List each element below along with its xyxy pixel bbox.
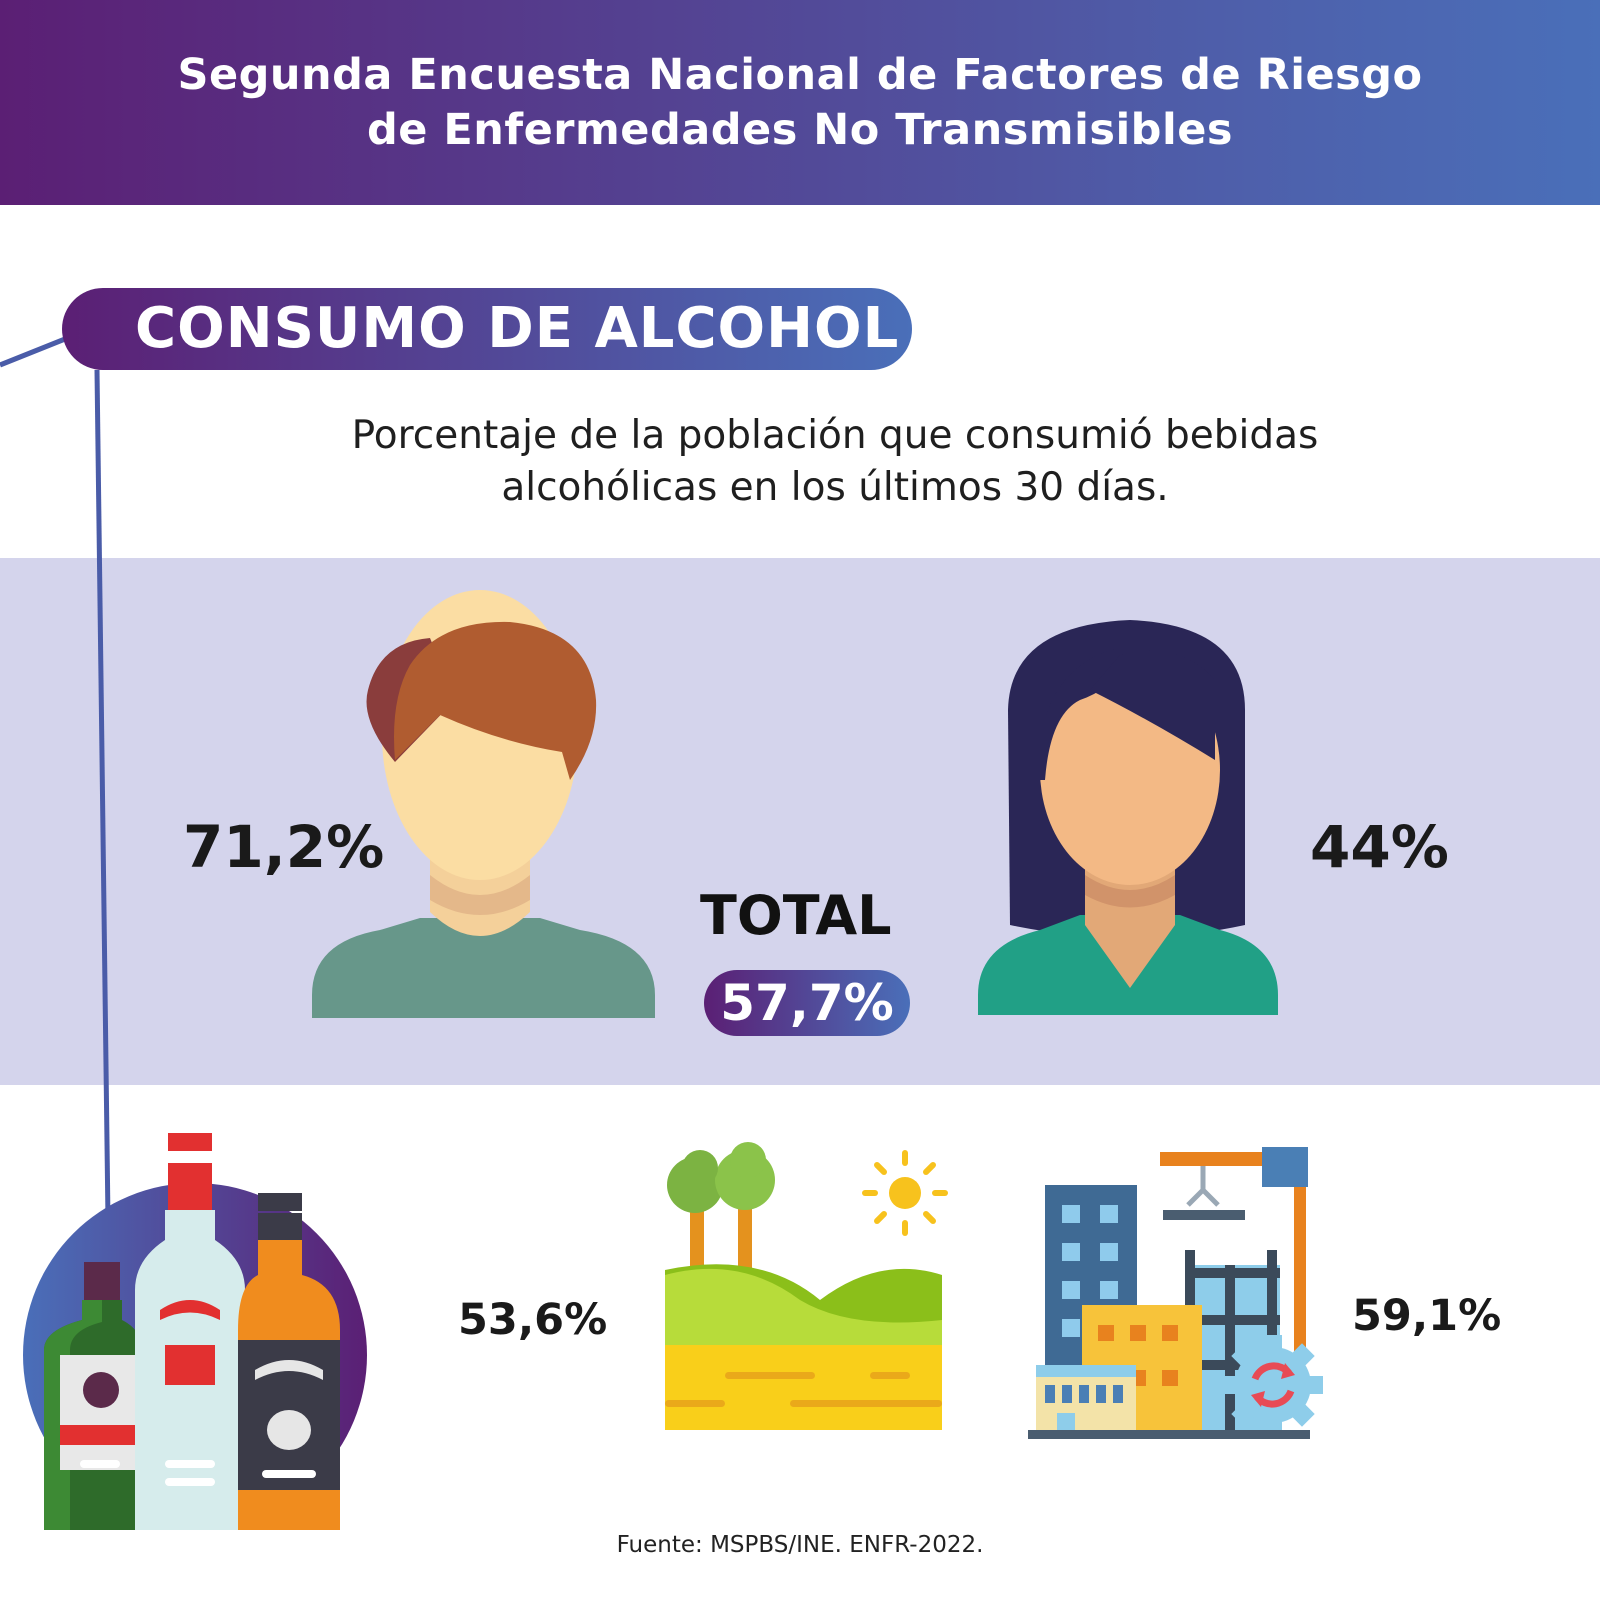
sun-icon xyxy=(862,1150,948,1236)
total-label: TOTAL xyxy=(700,884,892,947)
rural-percentage: 53,6% xyxy=(458,1295,608,1345)
women-percentage: 44% xyxy=(1310,813,1449,881)
urban-percentage: 59,1% xyxy=(1352,1291,1502,1341)
section-title: CONSUMO DE ALCOHOL xyxy=(135,296,900,361)
header-banner: Segunda Encuesta Nacional de Factores de… xyxy=(0,0,1600,205)
section-subtitle: Porcentaje de la población que consumió … xyxy=(351,413,1319,510)
header-title: Segunda Encuesta Nacional de Factores de… xyxy=(177,49,1423,155)
men-percentage: 71,2% xyxy=(183,813,385,881)
total-percentage-badge: 57,7% xyxy=(704,970,910,1036)
source-note: Fuente: MSPBS/INE. ENFR-2022. xyxy=(616,1532,984,1558)
section-title-pill xyxy=(62,288,912,370)
